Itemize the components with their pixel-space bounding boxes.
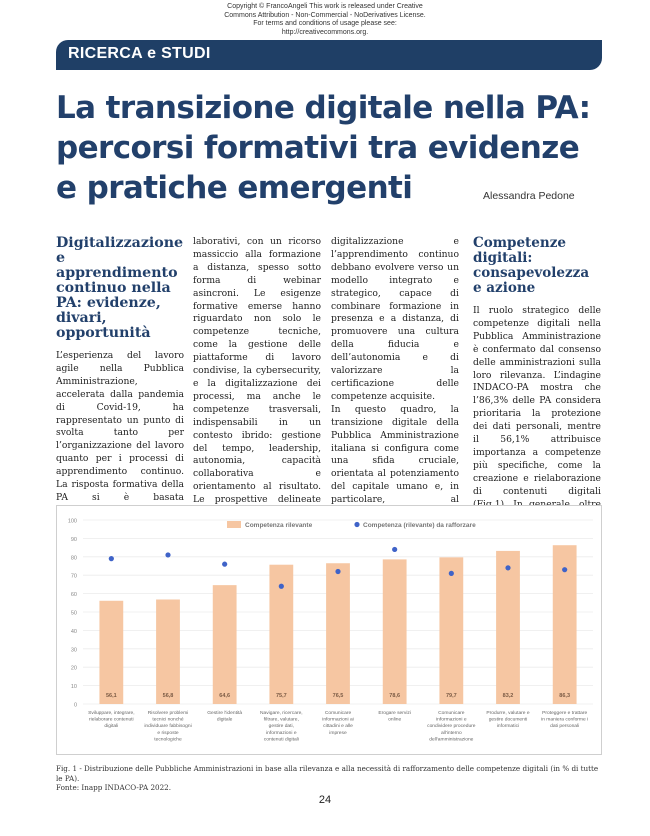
legend-label: Competenza rilevante — [245, 522, 313, 529]
copyright-line-1: Copyright © FrancoAngeli This work is re… — [227, 3, 423, 10]
x-tick-label: tecnici nonché — [152, 717, 184, 723]
x-tick-label: in maniera conforme i — [541, 717, 588, 723]
data-label: 76,5 — [333, 693, 344, 699]
y-tick-label: 10 — [71, 684, 77, 690]
x-tick-label: Produrre, valutare e — [486, 710, 530, 716]
data-point — [165, 552, 171, 558]
bar — [326, 563, 350, 704]
x-tick-label: Sviluppare, integrare, — [88, 710, 135, 716]
copyright-notice: Copyright © FrancoAngeli This work is re… — [0, 3, 650, 37]
bar — [156, 599, 180, 704]
caption-source: Fonte: Inapp INDACO-PA 2022. — [56, 783, 172, 792]
paragraph: Il ruolo strategico delle competenze dig… — [473, 305, 601, 523]
x-tick-label: informatici — [497, 723, 519, 729]
data-point — [448, 570, 454, 576]
legend-swatch-point — [354, 521, 360, 528]
text-column-4: Competenze digitali: consapevolezza e az… — [473, 236, 601, 524]
legend-label: Competenza (rilevante) da rafforzare — [363, 522, 476, 529]
figure-chart: 100 90 80 70 60 50 40 30 20 10 0 56,1 56,8 64,6 75,7 76… — [56, 505, 602, 755]
bar — [439, 557, 464, 704]
copyright-line-3: For terms and conditions of usage please… — [253, 20, 397, 27]
paragraph: digitalizzazione e l’apprendimento conti… — [331, 236, 459, 402]
data-label: 83,2 — [503, 693, 514, 699]
section-label: RICERCA e STUDI — [68, 45, 211, 62]
x-tick-label: digitali — [104, 723, 118, 729]
x-tick-label: Proteggere e trattare — [542, 710, 587, 716]
x-tick-label: Erogare servizi — [378, 710, 411, 716]
data-point — [278, 583, 284, 589]
y-tick-label: 30 — [71, 647, 77, 653]
data-label: 64,6 — [219, 693, 230, 699]
legend-swatch-bar — [227, 521, 241, 528]
y-tick-label: 50 — [71, 611, 77, 617]
data-label: 78,6 — [389, 693, 400, 699]
x-tick-label: contenuti digitali — [264, 736, 299, 742]
x-tick-label: informazioni e — [436, 717, 467, 723]
x-tick-label: cittadini e alle — [323, 723, 353, 729]
bar — [269, 564, 294, 704]
x-tick-label: Gestire l'identità — [207, 710, 242, 716]
x-tick-label: dell'amministrazione — [429, 736, 473, 742]
caption-line-1: Fig. 1 - Distribuzione delle Pubbliche A… — [56, 764, 599, 783]
data-point — [222, 561, 228, 567]
data-point — [505, 565, 511, 571]
data-point — [335, 568, 341, 575]
x-tick-label: informazioni ai — [322, 717, 354, 723]
x-tick-label: Navigare, ricercare, — [260, 710, 303, 716]
bar — [496, 550, 520, 704]
x-tick-label: all'interno — [441, 730, 462, 736]
figure-caption: Fig. 1 - Distribuzione delle Pubbliche A… — [56, 764, 602, 793]
section-heading-1: Digitalizzazione e apprendimento continu… — [56, 235, 184, 341]
data-label: 75,7 — [276, 693, 287, 699]
bar — [382, 559, 407, 704]
copyright-line-2: Commons Attribution - Non-Commercial - N… — [224, 11, 426, 19]
y-tick-label: 70 — [71, 574, 77, 580]
data-label: 86,3 — [559, 693, 570, 699]
x-tick-label: imprese — [329, 730, 347, 736]
x-tick-label: Comunicare — [438, 710, 465, 716]
y-tick-label: 60 — [71, 592, 77, 598]
section-banner: RICERCA e STUDI — [56, 40, 602, 70]
data-label: 56,1 — [106, 693, 117, 699]
copyright-line-4: http://creativecommons.org. — [281, 28, 369, 36]
x-tick-label: tecnologiche — [154, 736, 182, 742]
data-point — [562, 567, 568, 573]
text-column-3: digitalizzazione e l’apprendimento conti… — [331, 236, 459, 546]
y-tick-label: 90 — [71, 537, 77, 543]
data-point — [108, 556, 114, 562]
y-tick-label: 100 — [68, 519, 77, 525]
x-tick-label: dati personali — [550, 723, 579, 729]
data-label: 79,7 — [446, 693, 457, 699]
article-author: Alessandra Pedone — [483, 190, 575, 202]
page-number: 24 — [318, 794, 332, 806]
x-tick-label: gestire documenti — [489, 717, 528, 723]
x-tick-label: gestire dati, — [269, 723, 294, 729]
x-tick-label: Comunicare — [325, 710, 352, 716]
section-heading-2: Competenze digitali: consapevolezza e az… — [473, 235, 590, 296]
data-label: 56,8 — [163, 693, 174, 699]
x-tick-label: Risolvere problemi — [148, 710, 189, 716]
bar — [212, 585, 237, 704]
x-tick-label: online — [388, 717, 401, 723]
y-tick-label: 40 — [71, 629, 77, 635]
x-tick-label: informazioni e — [266, 730, 297, 736]
y-tick-label: 0 — [74, 703, 77, 709]
bar — [552, 545, 577, 704]
x-tick-label: condividere procedure — [427, 723, 476, 729]
x-tick-label: filtrare, valutare, — [264, 717, 299, 723]
bar — [99, 600, 124, 704]
x-tick-label: individuare fabbisogni — [144, 723, 191, 729]
x-tick-label: e risposte — [157, 730, 178, 736]
y-tick-label: 20 — [71, 666, 77, 672]
x-tick-label: rielaborare contenuti — [89, 717, 134, 723]
data-point — [392, 546, 398, 553]
y-tick-label: 80 — [71, 555, 77, 561]
x-tick-label: digitale — [217, 717, 233, 723]
article-title: La transizione digitale nella PA: percor… — [56, 90, 591, 206]
